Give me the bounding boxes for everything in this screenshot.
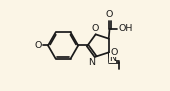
Text: O: O bbox=[34, 41, 42, 50]
Text: O: O bbox=[92, 24, 99, 33]
Text: O: O bbox=[106, 10, 113, 19]
Text: N: N bbox=[88, 58, 95, 67]
Text: N: N bbox=[109, 54, 116, 63]
Text: OH: OH bbox=[119, 24, 133, 33]
Text: O: O bbox=[110, 48, 118, 57]
